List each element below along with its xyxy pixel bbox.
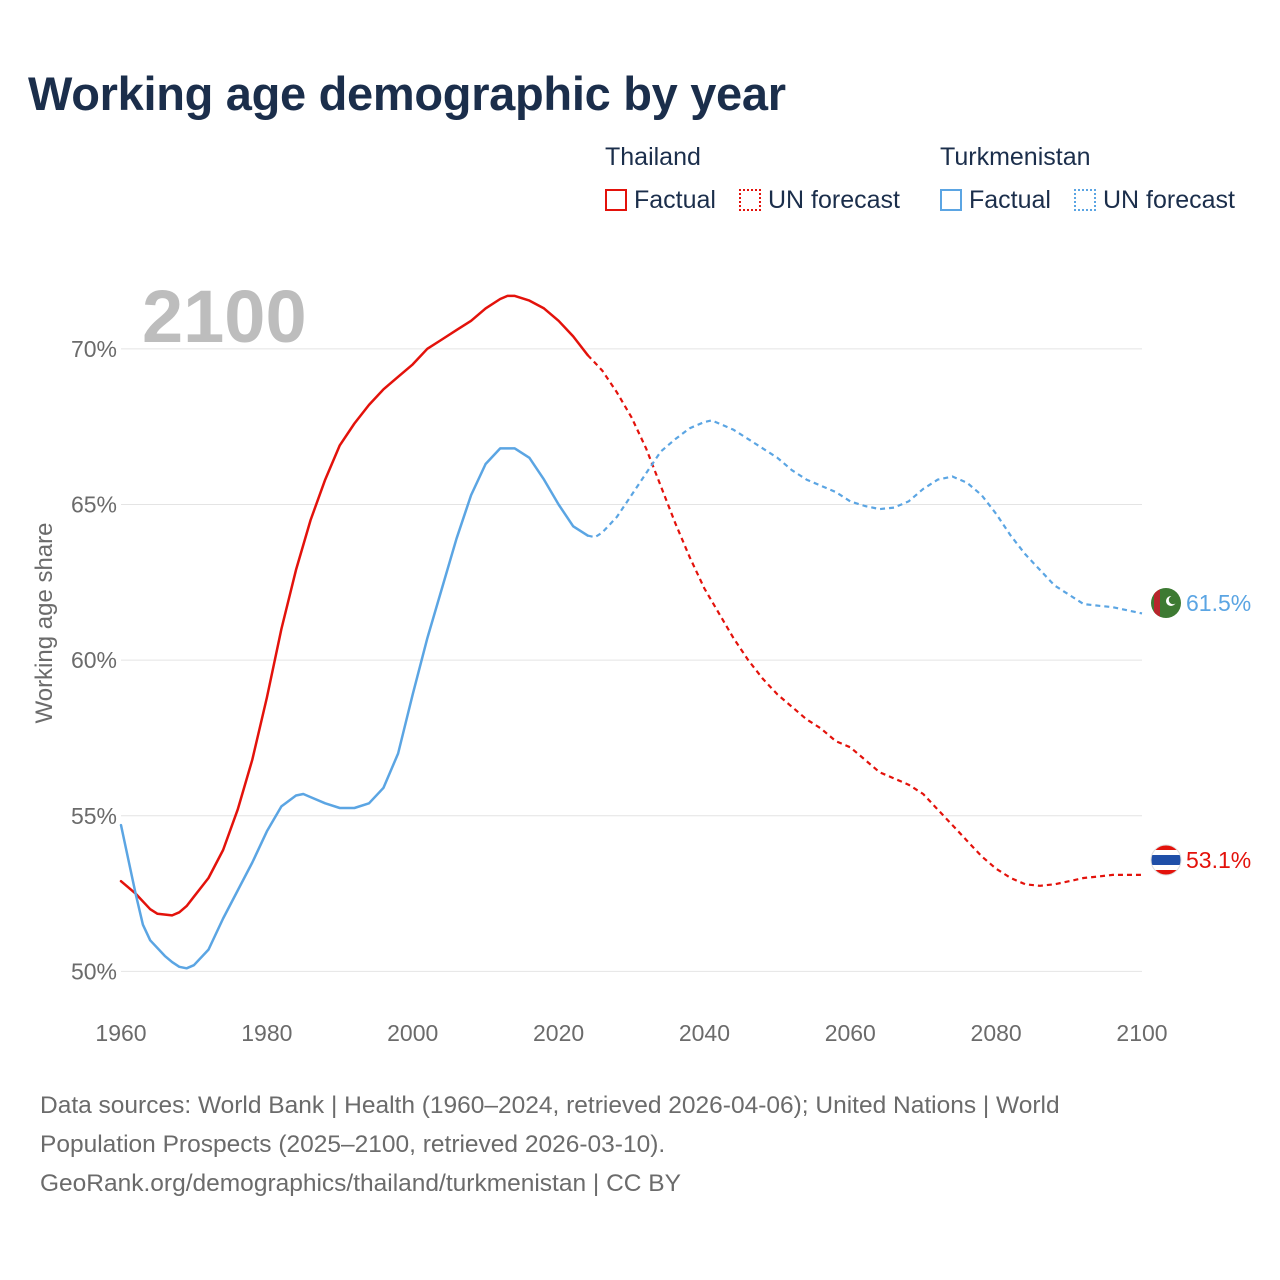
turkmenistan-forecast-line xyxy=(587,419,1143,615)
y-tick-label: 70% xyxy=(71,336,117,362)
x-tick-label: 2080 xyxy=(971,1020,1022,1046)
y-axis-label: Working age share xyxy=(31,523,58,724)
y-tick-label: 60% xyxy=(71,647,117,673)
thailand-forecast-line xyxy=(586,354,1142,887)
footer-sources-line-2: Population Prospects (2025–2100, retriev… xyxy=(40,1131,666,1158)
x-tick-label: 2060 xyxy=(825,1020,876,1046)
thailand-end-label: 53.1% xyxy=(1186,847,1251,873)
legend-label: UN forecast xyxy=(768,185,900,214)
legend-label: Factual xyxy=(634,185,716,214)
turkmenistan-end-label: 61.5% xyxy=(1186,590,1251,616)
x-tick-label: 1960 xyxy=(95,1020,146,1046)
year-watermark: 2100 xyxy=(142,275,307,358)
x-tick-label: 2100 xyxy=(1116,1020,1167,1046)
legend-turkmenistan-factual[interactable]: Factual xyxy=(940,185,1051,215)
y-tick-label: 50% xyxy=(71,958,117,984)
x-tick-label: 1980 xyxy=(241,1020,292,1046)
legend-label: Factual xyxy=(969,185,1051,214)
legend-swatch-solid-red xyxy=(605,189,627,211)
x-tick-label: 2040 xyxy=(679,1020,730,1046)
footer: Data sources: World Bank | Health (1960–… xyxy=(40,1086,1240,1203)
legend-thailand-title: Thailand xyxy=(605,143,701,171)
legend-turkmenistan-title: Turkmenistan xyxy=(940,143,1091,171)
thailand-flag-icon xyxy=(1150,844,1182,876)
footer-sources-line-1: Data sources: World Bank | Health (1960–… xyxy=(40,1092,1060,1119)
thailand-factual-line xyxy=(119,294,589,917)
chart-title: Working age demographic by year xyxy=(28,67,786,120)
legend-swatch-dotted-blue xyxy=(1074,189,1096,211)
y-tick-label: 55% xyxy=(71,803,117,829)
legend-swatch-dotted-red xyxy=(739,189,761,211)
line-chart: 50% 55% 60% 65% 70% 1960 1980 2000 2020 2040 2060 2… xyxy=(31,275,1251,1046)
legend-swatch-solid-blue xyxy=(940,189,962,211)
y-tick-label: 65% xyxy=(71,491,117,517)
turkmenistan-factual-line xyxy=(119,447,589,970)
turkmenistan-flag-icon xyxy=(1151,588,1181,618)
legend-thailand-factual[interactable]: Factual xyxy=(605,185,716,215)
x-tick-label: 2000 xyxy=(387,1020,438,1046)
footer-credit: GeoRank.org/demographics/thailand/turkme… xyxy=(40,1170,681,1197)
legend-turkmenistan-forecast[interactable]: UN forecast xyxy=(1074,185,1235,215)
legend-thailand-forecast[interactable]: UN forecast xyxy=(739,185,900,215)
legend-label: UN forecast xyxy=(1103,185,1235,214)
x-tick-label: 2020 xyxy=(533,1020,584,1046)
